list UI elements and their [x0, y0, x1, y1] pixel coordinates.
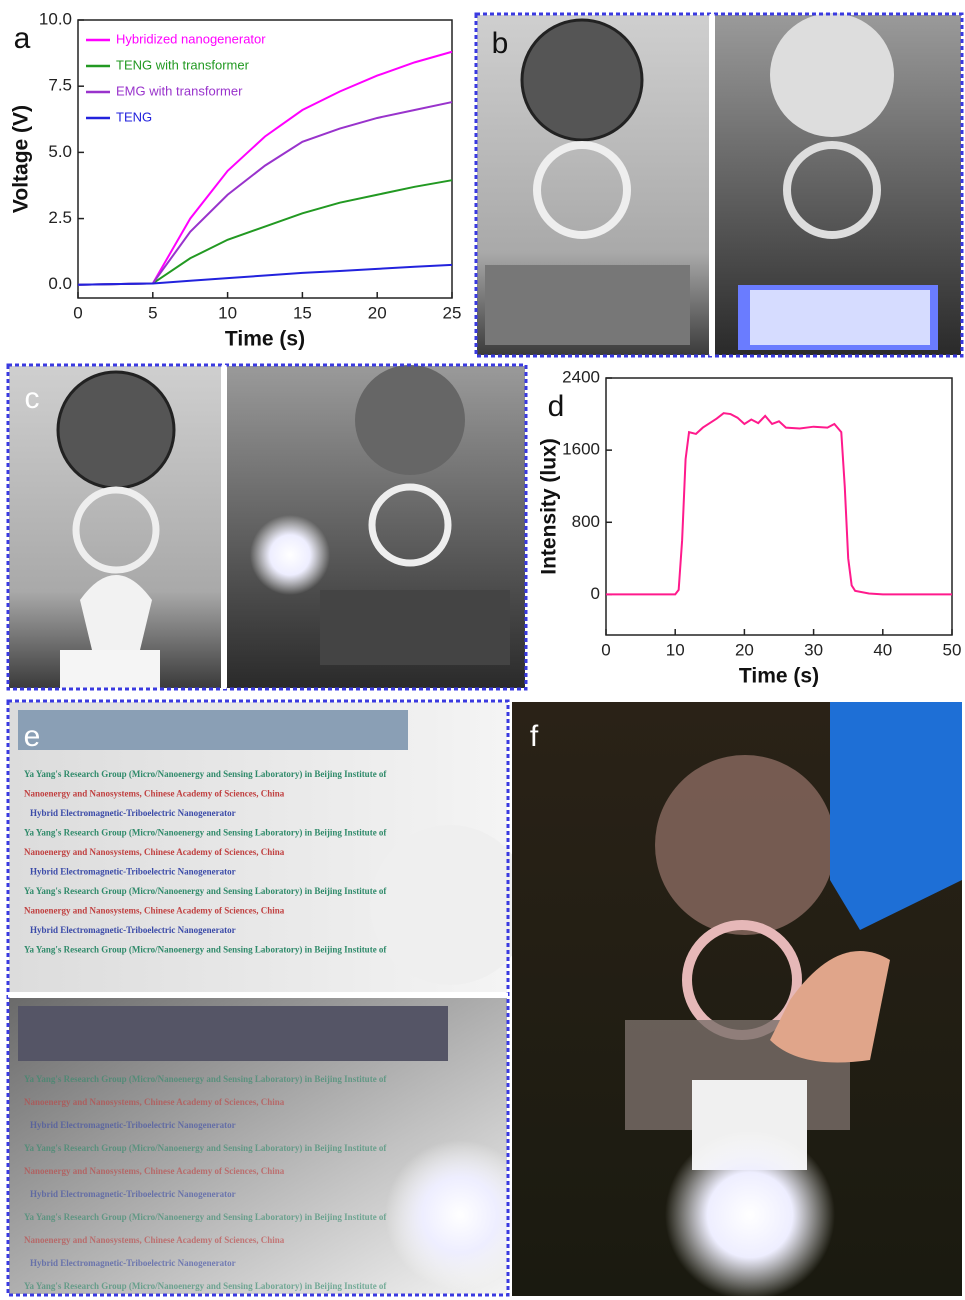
panel-label: d — [548, 390, 565, 423]
photo-text-line: Ya Yang's Research Group (Micro/Nanoener… — [24, 945, 387, 955]
photo-text-line: Nanoenergy and Nanosystems, Chinese Acad… — [24, 1166, 285, 1176]
photo-text-line: Nanoenergy and Nanosystems, Chinese Acad… — [24, 789, 285, 799]
data-line — [78, 180, 452, 285]
photo-text-line: Hybrid Electromagnetic-Triboelectric Nan… — [30, 808, 236, 818]
photo-text-line: Ya Yang's Research Group (Micro/Nanoener… — [24, 828, 387, 838]
y-tick-label: 10.0 — [39, 9, 72, 28]
legend-label: Hybridized nanogenerator — [116, 31, 266, 46]
y-tick-label: 0 — [591, 584, 600, 603]
y-axis-label: Intensity (lux) — [538, 438, 561, 575]
panel-label: f — [530, 720, 539, 753]
photo-text-line: Ya Yang's Research Group (Micro/Nanoener… — [24, 1281, 387, 1291]
photo-text-line: Nanoenergy and Nanosystems, Chinese Acad… — [24, 906, 285, 916]
data-line — [78, 265, 452, 285]
panel-label: b — [492, 27, 509, 60]
x-axis-label: Time (s) — [225, 328, 305, 351]
photo-text-line: Nanoenergy and Nanosystems, Chinese Acad… — [24, 1235, 285, 1245]
y-tick-label: 0.0 — [48, 274, 72, 293]
photo-text-line: Ya Yang's Research Group (Micro/Nanoener… — [24, 886, 387, 896]
y-tick-label: 7.5 — [48, 76, 72, 95]
x-tick-label: 20 — [735, 640, 754, 659]
x-tick-label: 10 — [218, 303, 237, 322]
x-tick-label: 30 — [804, 640, 823, 659]
photo-text-line: Nanoenergy and Nanosystems, Chinese Acad… — [24, 847, 285, 857]
photo-text-line: Hybrid Electromagnetic-Triboelectric Nan… — [30, 1258, 236, 1268]
y-axis-label: Voltage (V) — [10, 105, 33, 213]
photo-text-line: Ya Yang's Research Group (Micro/Nanoener… — [24, 769, 387, 779]
photo-text-line: Ya Yang's Research Group (Micro/Nanoener… — [24, 1212, 387, 1222]
photo-text-line: Hybrid Electromagnetic-Triboelectric Nan… — [30, 1120, 236, 1130]
x-tick-label: 0 — [601, 640, 610, 659]
x-tick-label: 15 — [293, 303, 312, 322]
y-tick-label: 2400 — [562, 367, 600, 386]
panel-label: e — [24, 720, 41, 753]
photo-text-line: Hybrid Electromagnetic-Triboelectric Nan… — [30, 867, 236, 877]
data-line — [606, 413, 952, 594]
photo-e: Ya Yang's Research Group (Micro/Nanoener… — [8, 701, 535, 1295]
photo-text-line: Hybrid Electromagnetic-Triboelectric Nan… — [30, 1189, 236, 1199]
y-tick-label: 800 — [572, 512, 600, 531]
panel-label: c — [25, 382, 40, 415]
panel-label: a — [14, 22, 31, 55]
photo-text-line: Hybrid Electromagnetic-Triboelectric Nan… — [30, 925, 236, 935]
x-tick-label: 0 — [73, 303, 82, 322]
x-tick-label: 20 — [368, 303, 387, 322]
x-tick-label: 5 — [148, 303, 157, 322]
photo-text-line: Ya Yang's Research Group (Micro/Nanoener… — [24, 1074, 387, 1084]
figure: Ya Yang's Research Group (Micro/Nanoener… — [0, 0, 965, 1300]
plot-frame — [606, 378, 952, 635]
x-tick-label: 10 — [666, 640, 685, 659]
photo-text-line: Nanoenergy and Nanosystems, Chinese Acad… — [24, 1097, 285, 1107]
y-tick-label: 1600 — [562, 440, 600, 459]
data-line — [78, 102, 452, 285]
legend-label: TENG with transformer — [116, 57, 250, 72]
x-tick-label: 40 — [873, 640, 892, 659]
photo-text-line: Ya Yang's Research Group (Micro/Nanoener… — [24, 1143, 387, 1153]
x-axis-label: Time (s) — [739, 665, 819, 688]
x-tick-label: 25 — [443, 303, 462, 322]
legend-label: EMG with transformer — [116, 83, 243, 98]
photo-f — [512, 702, 962, 1300]
legend-label: TENG — [116, 109, 152, 124]
photo-b — [476, 13, 962, 356]
photo-c — [8, 365, 526, 689]
y-tick-label: 5.0 — [48, 142, 72, 161]
x-tick-label: 50 — [943, 640, 962, 659]
y-tick-label: 2.5 — [48, 208, 72, 227]
